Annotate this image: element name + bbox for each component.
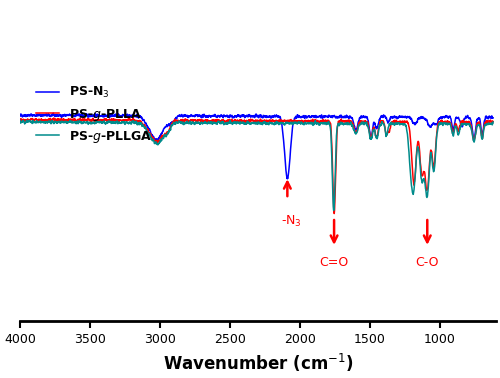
PS-$g$-PLLGA [100,120,105,125]
PS-$g$-PLLGA [198,121,204,125]
PS-$g$-PLLA [219,118,225,122]
PS-$g$-PLLGA [219,119,225,124]
PS-N$_3$ [17,114,23,118]
PS-$g$-PLLA [71,118,77,122]
Line: PS-$g$-PLLA: PS-$g$-PLLA [20,118,493,214]
Text: -N$_3$: -N$_3$ [281,214,302,229]
PS-$g$-PLLGA [430,167,436,171]
PS-$g$-PLLA [100,119,105,124]
PS-N$_3$ [490,116,496,120]
PS-$g$-PLLGA [26,118,32,122]
PS-N$_3$ [100,114,105,118]
Text: C=O: C=O [320,256,348,269]
PS-$g$-PLLA [490,119,496,124]
PS-N$_3$ [284,177,290,181]
PS-$g$-PLLGA [17,118,23,122]
PS-N$_3$ [219,114,225,118]
PS-N$_3$ [198,115,204,120]
PS-$g$-PLLA [198,118,204,122]
PS-N$_3$ [50,111,56,115]
Text: C-O: C-O [416,256,439,269]
PS-$g$-PLLGA [481,125,487,130]
PS-N$_3$ [71,113,77,118]
X-axis label: Wavenumber (cm$^{-1}$): Wavenumber (cm$^{-1}$) [162,352,353,374]
PS-$g$-PLLA [17,117,23,122]
Legend: PS-N$_3$, PS-$g$-PLLA, PS-$g$-PLLGA: PS-N$_3$, PS-$g$-PLLA, PS-$g$-PLLGA [31,80,157,150]
PS-$g$-PLLGA [331,208,337,213]
PS-$g$-PLLA [51,116,57,120]
PS-$g$-PLLA [481,125,487,130]
PS-$g$-PLLA [430,163,436,168]
PS-$g$-PLLA [331,211,337,216]
Line: PS-N$_3$: PS-N$_3$ [20,113,493,179]
PS-N$_3$ [430,121,436,125]
PS-N$_3$ [481,120,487,125]
PS-$g$-PLLGA [490,120,496,124]
PS-$g$-PLLGA [71,120,77,125]
Line: PS-$g$-PLLGA: PS-$g$-PLLGA [20,120,493,211]
